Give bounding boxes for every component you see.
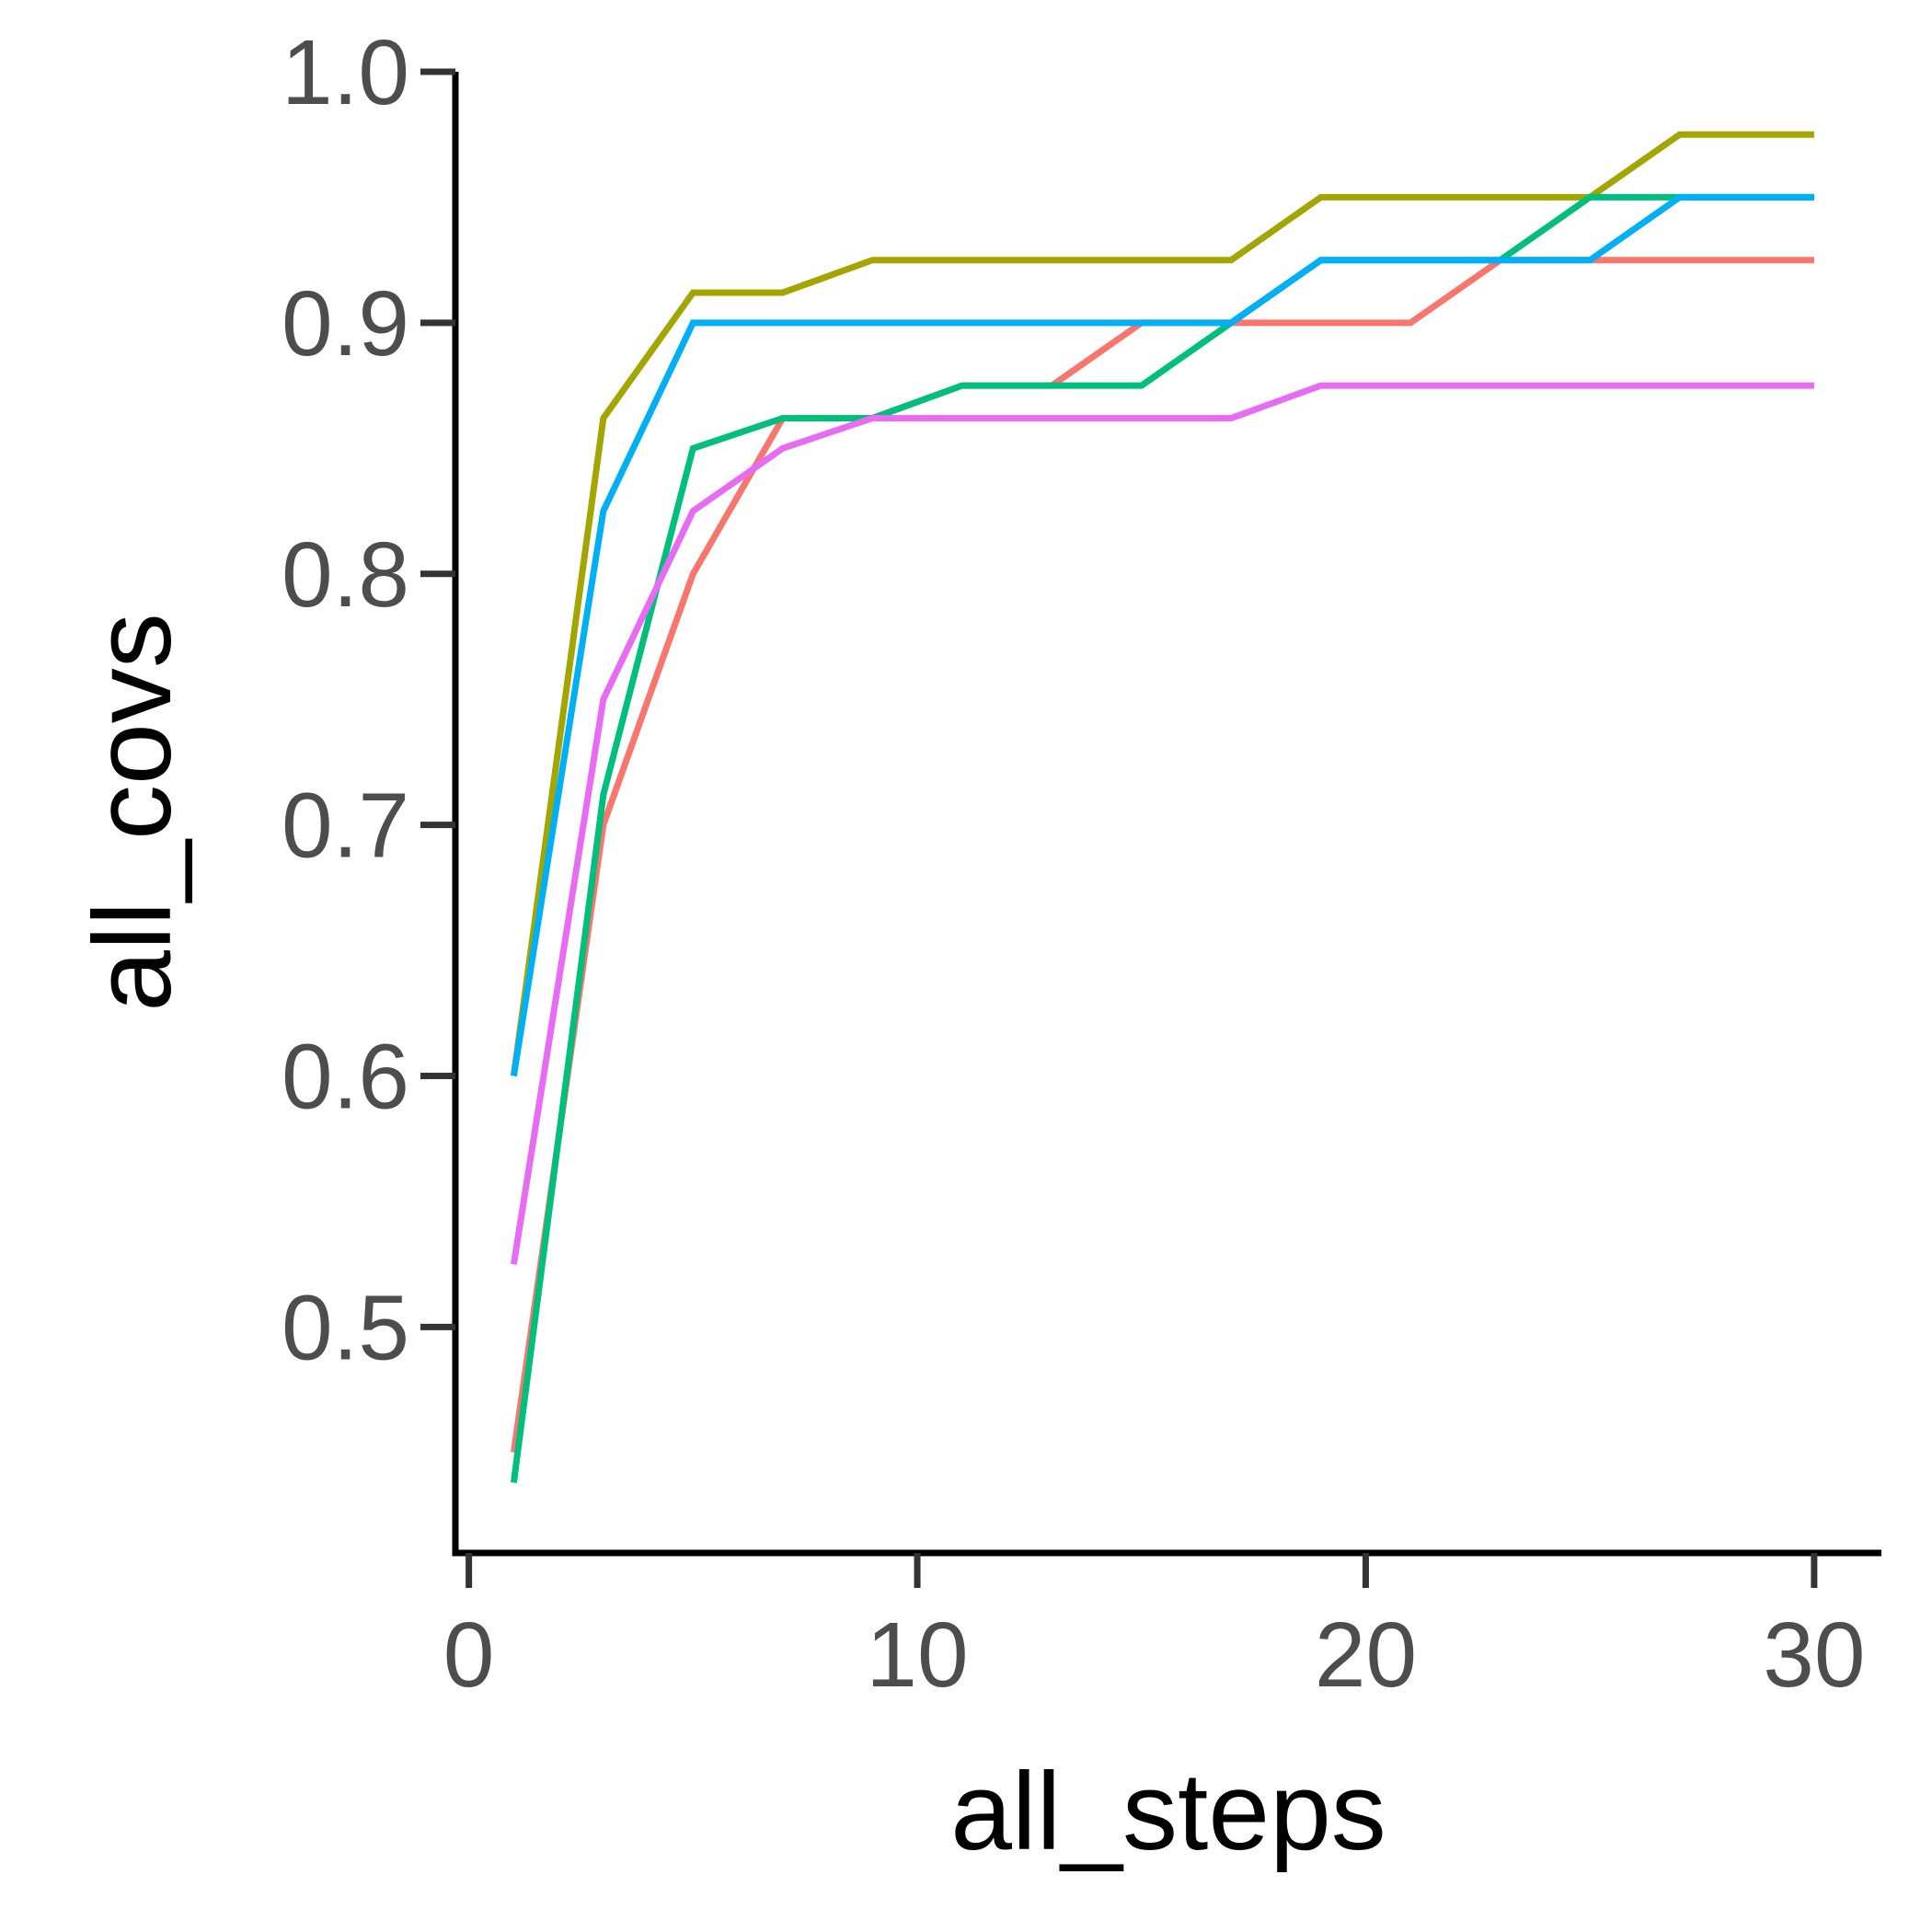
y-tick-label: 0.8 [282, 523, 409, 627]
x-tick-label: 30 [1763, 1604, 1865, 1707]
y-tick-label: 0.9 [282, 272, 409, 375]
series-line-1 [510, 257, 1814, 1454]
y-tick-label: 1.0 [282, 21, 409, 124]
y-axis-ticks: 0.5 0.6 0.7 0.8 0.9 1.0 [282, 21, 455, 1379]
y-tick-label: 0.7 [282, 775, 409, 878]
series-line-4 [510, 193, 1814, 1077]
y-tick-label: 0.5 [282, 1276, 409, 1379]
series-layer [510, 131, 1814, 1484]
y-tick-label: 0.6 [282, 1026, 409, 1129]
x-tick-label: 10 [866, 1604, 968, 1707]
x-tick-label: 20 [1315, 1604, 1417, 1707]
x-axis-title: all_steps [950, 1750, 1386, 1873]
series-line-3 [510, 193, 1814, 1484]
series-line-5 [510, 382, 1814, 1265]
series-line-2 [510, 131, 1814, 1076]
x-tick-label: 0 [443, 1604, 495, 1707]
x-axis-ticks: 0 10 20 30 [443, 1553, 1866, 1707]
y-axis-title: all_covs [71, 613, 194, 1012]
